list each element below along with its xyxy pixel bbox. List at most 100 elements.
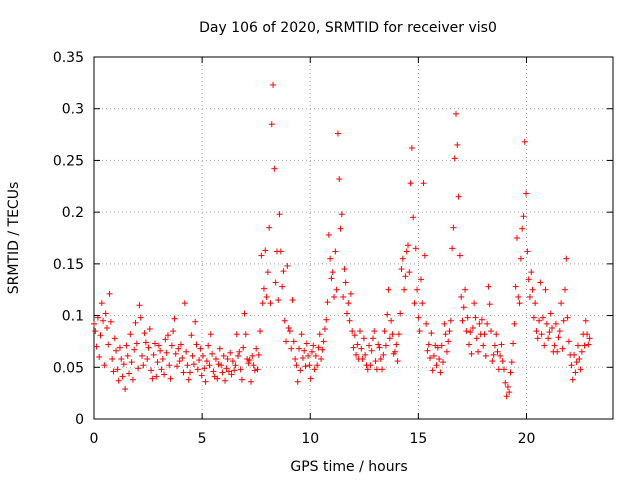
- data-point: [321, 326, 328, 333]
- data-point: [574, 342, 581, 349]
- data-point: [555, 334, 562, 341]
- y-tick-label: 0.25: [53, 153, 84, 169]
- data-point: [504, 383, 511, 390]
- data-point: [301, 347, 308, 354]
- data-point: [163, 349, 170, 356]
- data-point: [91, 320, 97, 327]
- data-point: [280, 268, 287, 275]
- data-point: [386, 335, 393, 342]
- data-point: [346, 317, 353, 324]
- data-point: [520, 213, 527, 220]
- data-point: [166, 362, 173, 369]
- data-point: [345, 300, 352, 307]
- data-point: [131, 346, 138, 353]
- data-point: [458, 293, 465, 300]
- data-point: [159, 356, 166, 363]
- data-point: [110, 368, 117, 375]
- data-point: [310, 342, 317, 349]
- data-point: [542, 286, 549, 293]
- data-point: [175, 345, 182, 352]
- y-axis-label: SRMTID / TECUs: [6, 182, 22, 295]
- data-points: [91, 81, 593, 400]
- data-point: [398, 266, 405, 273]
- data-point: [463, 328, 470, 335]
- data-point: [298, 331, 305, 338]
- data-point: [312, 352, 319, 359]
- data-point: [177, 341, 184, 348]
- data-point: [385, 286, 392, 293]
- data-point: [307, 375, 314, 382]
- x-tick-label: 20: [518, 431, 536, 447]
- data-point: [469, 324, 476, 331]
- axes: [93, 56, 614, 420]
- data-point: [445, 338, 452, 345]
- data-point: [493, 331, 500, 338]
- data-point: [465, 341, 472, 348]
- data-point: [488, 328, 495, 335]
- data-point: [96, 353, 103, 360]
- data-point: [128, 359, 135, 366]
- data-point: [225, 368, 232, 375]
- data-point: [464, 314, 471, 321]
- data-point: [93, 343, 100, 350]
- data-point: [270, 81, 277, 88]
- data-point: [180, 369, 187, 376]
- data-point: [257, 328, 264, 335]
- data-point: [344, 310, 351, 317]
- data-point: [289, 297, 296, 304]
- data-point: [478, 316, 485, 323]
- data-point: [189, 352, 196, 359]
- data-point: [486, 301, 493, 308]
- data-point: [139, 352, 146, 359]
- data-point: [578, 348, 585, 355]
- data-point: [161, 371, 168, 378]
- data-point: [329, 269, 336, 276]
- data-point: [517, 255, 524, 262]
- data-point: [325, 231, 332, 238]
- data-point: [546, 329, 553, 336]
- data-point: [209, 350, 216, 357]
- data-point: [376, 344, 383, 351]
- data-point: [503, 393, 510, 400]
- data-point: [563, 255, 570, 262]
- data-point: [394, 358, 401, 365]
- data-point: [250, 362, 257, 369]
- data-point: [388, 317, 395, 324]
- data-point: [559, 345, 566, 352]
- data-point: [429, 367, 436, 374]
- data-point: [423, 320, 430, 327]
- data-point: [337, 225, 344, 232]
- data-point: [372, 358, 379, 365]
- data-point: [564, 314, 571, 321]
- data-point: [296, 345, 303, 352]
- data-point: [188, 332, 195, 339]
- data-point: [408, 145, 415, 152]
- data-point: [334, 130, 341, 137]
- data-point: [490, 351, 497, 358]
- data-point: [499, 358, 506, 365]
- data-point: [199, 352, 206, 359]
- data-point: [249, 352, 256, 359]
- data-point: [364, 366, 371, 373]
- data-point: [276, 211, 283, 218]
- data-point: [135, 365, 142, 372]
- data-point: [137, 314, 144, 321]
- data-point: [393, 341, 400, 348]
- data-point: [536, 317, 543, 324]
- data-point: [275, 297, 282, 304]
- data-point: [127, 331, 134, 338]
- data-point: [556, 328, 563, 335]
- data-point: [150, 351, 157, 358]
- data-point: [362, 351, 369, 358]
- data-point: [502, 379, 509, 386]
- data-point: [455, 193, 462, 200]
- data-point: [102, 310, 109, 317]
- data-point: [174, 363, 181, 370]
- data-point: [302, 363, 309, 370]
- data-point: [451, 155, 458, 162]
- data-point: [245, 360, 252, 367]
- data-point: [494, 348, 501, 355]
- data-point: [366, 342, 373, 349]
- data-point: [471, 300, 478, 307]
